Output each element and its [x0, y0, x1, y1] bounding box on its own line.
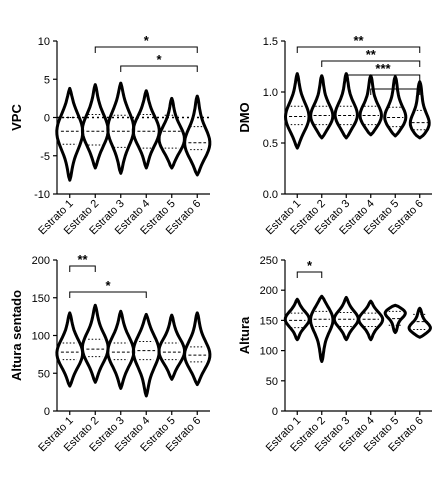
y-tick-label: 50	[266, 376, 278, 388]
y-tick-label: 1.0	[263, 87, 278, 99]
significance-bracket	[94, 46, 198, 53]
y-tick-label: 150	[260, 315, 278, 327]
y-tick-label: 100	[260, 346, 278, 358]
y-tick-label: 0	[272, 406, 278, 418]
violin-1	[284, 72, 311, 150]
y-tick-label: 0	[44, 406, 50, 418]
violin-1	[283, 297, 311, 342]
y-tick-label: 250	[260, 255, 278, 267]
significance-bracket	[69, 291, 147, 298]
violin-5	[383, 303, 407, 334]
significance-label: *	[105, 278, 111, 293]
violin-6	[408, 80, 431, 140]
significance-label: ***	[375, 61, 391, 76]
y-tick-label: 0.0	[263, 189, 278, 201]
y-tick-label: -10	[34, 189, 50, 201]
violin-6	[183, 311, 212, 387]
violin-2	[309, 294, 335, 363]
violin-3	[333, 72, 359, 140]
violin-5	[383, 75, 408, 138]
y-tick-label: 200	[260, 285, 278, 297]
significance-bracket	[370, 88, 421, 95]
significance-bracket	[296, 271, 323, 278]
violin-1	[55, 311, 85, 388]
violin-1	[55, 86, 85, 182]
violin-3	[106, 81, 136, 175]
significance-bracket	[296, 46, 421, 53]
violin-3	[106, 309, 136, 390]
significance-label: *	[144, 33, 150, 48]
y-tick-label: 200	[32, 255, 50, 267]
significance-label: *	[156, 52, 162, 67]
y-tick-label: -5	[40, 151, 50, 163]
significance-bracket	[345, 74, 421, 81]
y-axis-title: DMO	[237, 102, 252, 132]
y-axis-title: Altura	[237, 316, 252, 354]
significance-label: *	[393, 75, 399, 90]
y-axis-title: Altura sentado	[9, 290, 24, 381]
significance-bracket	[69, 265, 96, 272]
significance-bracket	[321, 60, 421, 67]
significance-bracket	[120, 65, 198, 72]
y-tick-label: 5	[44, 74, 50, 86]
violin-4	[131, 312, 161, 398]
y-tick-label: 100	[32, 331, 50, 343]
violin-5	[157, 96, 186, 170]
violin-4	[131, 89, 161, 170]
y-tick-label: 10	[38, 36, 50, 48]
violin-5	[157, 313, 186, 381]
violin-6	[407, 306, 432, 339]
significance-label: **	[366, 47, 377, 62]
y-tick-label: 0.5	[263, 138, 278, 150]
y-tick-label: 50	[38, 368, 50, 380]
significance-label: **	[353, 33, 364, 48]
violin-4	[357, 299, 385, 342]
y-tick-label: 1.5	[263, 36, 278, 48]
violin-2	[309, 74, 335, 140]
significance-label: *	[307, 258, 313, 273]
violin-6	[183, 94, 212, 177]
y-axis-title: VPC	[9, 104, 24, 131]
violin-2	[80, 303, 110, 384]
y-tick-label: 0	[44, 113, 50, 125]
y-tick-label: 150	[32, 293, 50, 305]
violin-2	[80, 83, 110, 170]
significance-label: **	[77, 252, 88, 267]
violin-4	[358, 74, 383, 137]
violin-3	[332, 295, 360, 342]
